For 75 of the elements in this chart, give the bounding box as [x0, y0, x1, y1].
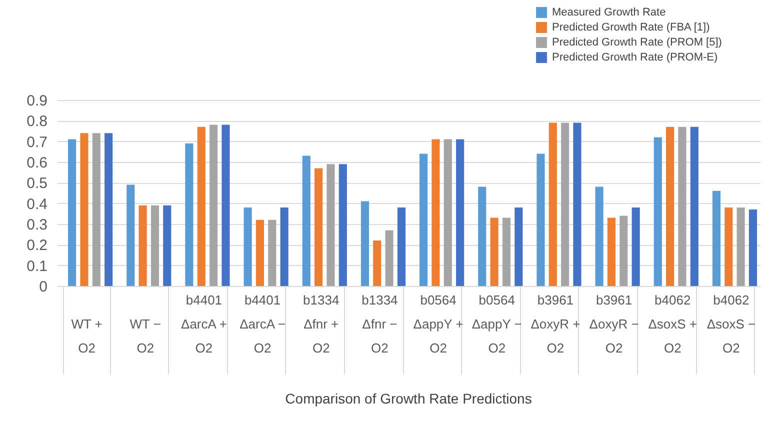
bar: [490, 218, 498, 286]
legend-label: Predicted Growth Rate (PROM-E): [552, 52, 718, 64]
bar: [268, 220, 276, 286]
bar: [80, 133, 88, 286]
bar: [314, 168, 323, 286]
bar: [92, 133, 100, 286]
bar: [360, 201, 369, 286]
y-tick-label: 0: [39, 278, 48, 296]
bar: [724, 207, 733, 286]
bar: [385, 230, 394, 286]
y-tick-label: 0.1: [26, 258, 48, 275]
x-tick-label: b1334 Δfnr − O2: [362, 292, 398, 356]
bar: [536, 154, 545, 286]
bar: [712, 190, 720, 286]
bar: [420, 154, 428, 286]
bar: [326, 164, 335, 286]
legend-label: Predicted Growth Rate (PROM [5]): [552, 36, 722, 48]
bar: [244, 207, 252, 286]
x-tick-label: WT + O2: [71, 316, 102, 356]
bar: [478, 186, 486, 286]
bar: [302, 156, 310, 286]
bar: [197, 126, 206, 286]
y-tick-label: 0.7: [26, 134, 48, 151]
bar: [373, 240, 382, 286]
bar: [397, 207, 406, 286]
bar: [104, 133, 113, 286]
y-tick-label: 0.2: [26, 237, 48, 254]
y-tick-label: 0.4: [26, 196, 48, 213]
y-tick-label: 0.5: [26, 175, 48, 192]
bar: [573, 122, 582, 286]
bar: [678, 126, 686, 286]
y-tick-label: 0.6: [26, 154, 48, 172]
y-tick-label: 0.9: [26, 92, 48, 110]
x-tick-label: b4401 ΔarcA − O2: [240, 292, 286, 356]
y-tick-label: 0.8: [26, 113, 48, 130]
x-tick-label: b1334 Δfnr + O2: [303, 292, 340, 356]
bar: [595, 186, 604, 286]
bar: [256, 220, 264, 286]
x-tick-label: b3961 ΔoxyR − O2: [589, 292, 639, 356]
bar: [444, 139, 452, 286]
bar: [514, 207, 523, 286]
bar: [632, 207, 640, 286]
bar: [607, 218, 616, 286]
x-tick-label: b4062 ΔsoxS + O2: [648, 292, 698, 356]
bar: [138, 205, 147, 286]
bar: [280, 207, 288, 286]
bar: [456, 139, 464, 286]
bar: [620, 216, 628, 286]
bar: [68, 139, 76, 286]
y-tick-label: 0.3: [26, 216, 48, 234]
x-tick-label: b3961 ΔoxyR + O2: [530, 292, 580, 356]
legend-label: Measured Growth Rate: [552, 6, 666, 18]
bar: [163, 205, 172, 286]
text: Comparison of Growth Rate Predictions: [285, 390, 532, 406]
bar: [561, 122, 570, 286]
bar: [126, 184, 135, 286]
bar: [150, 205, 160, 286]
bar: [748, 210, 758, 286]
bar: [548, 122, 557, 286]
bar: [210, 124, 218, 286]
bar: [654, 137, 662, 286]
x-tick-label: b4401 ΔarcA + O2: [181, 292, 227, 356]
legend-label: Predicted Growth Rate (FBA [1]): [552, 22, 710, 34]
x-tick-label: b4062 ΔsoxS − O2: [706, 292, 756, 356]
bar: [338, 164, 347, 286]
bar: [690, 126, 698, 286]
x-tick-label: WT − O2: [130, 316, 161, 356]
x-tick-label: b0564 ΔappY + O2: [413, 292, 464, 356]
bar: [432, 139, 440, 286]
bar: [502, 218, 511, 286]
bar: [666, 126, 674, 286]
bar: [222, 124, 230, 286]
bar: [736, 207, 745, 286]
bar: [185, 143, 194, 286]
x-tick-label: b0564 ΔappY − O2: [472, 292, 522, 356]
